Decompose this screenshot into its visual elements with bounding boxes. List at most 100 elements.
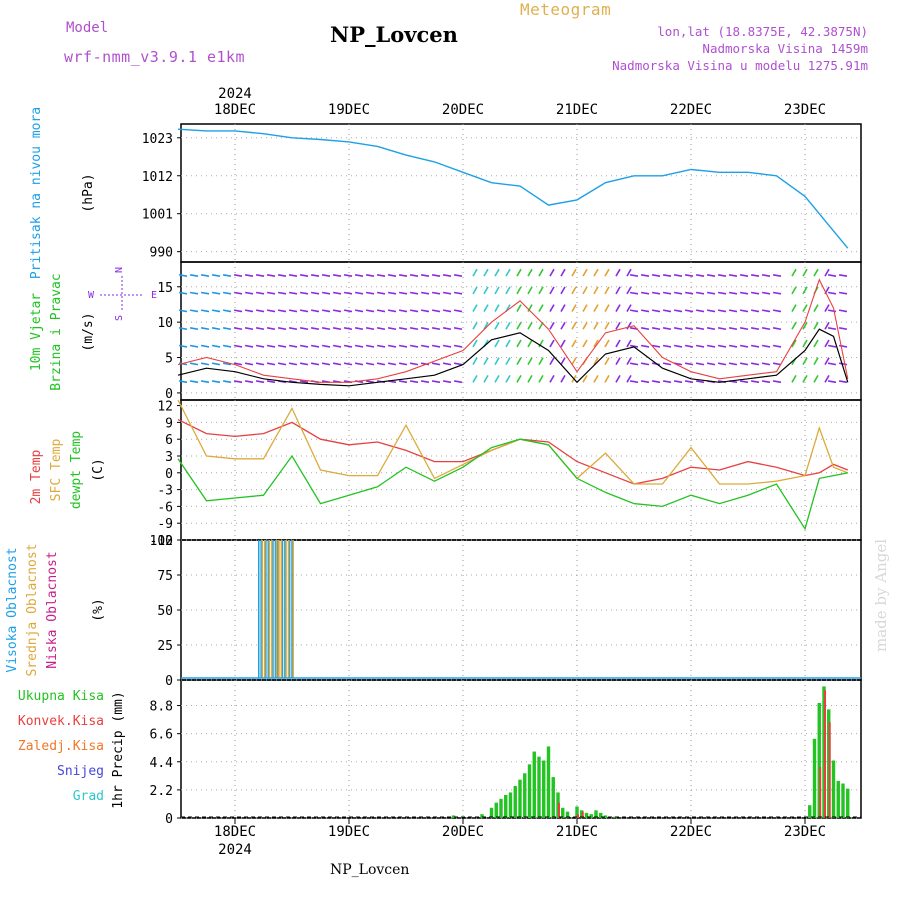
wind-speed-line [177, 328, 849, 387]
precip-bar-0-19 [575, 806, 579, 818]
wind-unit: (m/s) [81, 312, 96, 351]
precip-ytick-3: 2.2 [150, 784, 173, 799]
precip-ytick-4: 0 [165, 812, 173, 827]
meteogram-label: Meteogram [520, 0, 612, 19]
precip-legend-0: Ukupna Kisa [18, 689, 104, 704]
panel-frame-temperature [180, 399, 862, 541]
temp-line-0 [177, 419, 849, 485]
precip-bar-0-23 [594, 810, 598, 818]
cloud-ytick-2: 50 [157, 604, 173, 619]
precip-bar-0-6 [508, 792, 513, 818]
precip-legend-2: Zaledj.Kisa [18, 739, 104, 754]
precip-legend-4: Grad [73, 789, 104, 804]
precip-bar-0-8 [518, 779, 522, 818]
pressure-ytick-2: 1001 [142, 208, 173, 223]
bottom-date-label-3: 21DEC [556, 824, 598, 840]
panel-frame-pressure [180, 123, 862, 263]
temp-ytick-7: -9 [157, 517, 173, 532]
pressure-ytick-3: 990 [150, 246, 173, 261]
top-date-label-4: 22DEC [670, 102, 712, 118]
wind-title: 10m Vjetar [29, 293, 44, 371]
cloud-ytick-1: 75 [157, 569, 173, 584]
precip-bar-1-30 [824, 690, 826, 818]
model-label: Model [66, 20, 109, 36]
cloud-ytick-4: 0 [165, 674, 173, 689]
precip-bar-0-12 [537, 756, 541, 818]
wind-barbs [178, 268, 848, 384]
temp-ytick-6: -6 [157, 500, 173, 515]
precip-bar-0-33 [836, 780, 840, 818]
temp-unit: (C) [91, 458, 106, 481]
sfc-temp-label: SFC Temp [49, 439, 64, 502]
precip-bar-0-29 [817, 703, 821, 818]
pressure-ytick-0: 1023 [142, 132, 173, 147]
cloud-ytick-0: 100 [150, 534, 173, 549]
precip-bar-1-29 [819, 766, 822, 818]
credit-watermark: made by Angel [872, 538, 890, 652]
precip-bar-1-16 [558, 802, 560, 818]
precip-bar-0-28 [812, 738, 817, 818]
pressure-title: Pritisak na nivou mora [29, 107, 44, 279]
temp2m-label: 2m Temp [29, 449, 44, 504]
precip-bar-0-24 [599, 812, 603, 818]
cloud-unit: (%) [91, 598, 106, 621]
page-title: NP_Lovcen [330, 22, 458, 47]
precip-bar-0-3 [494, 802, 498, 818]
precip-axis-label: 1hr Precip (mm) [111, 691, 126, 808]
bottom-year-label: 2024 [218, 842, 252, 858]
mid-cloud-label: Srednja Oblacnost [25, 543, 40, 676]
temp-ytick-4: 0 [165, 467, 173, 482]
precip-ytick-2: 4.4 [150, 756, 174, 771]
temp-ytick-5: -3 [157, 484, 173, 499]
bottom-date-label-5: 23DEC [784, 824, 826, 840]
compass-west: W [88, 290, 95, 301]
precip-bar-0-13 [542, 760, 546, 818]
precip-bar-0-18 [565, 811, 570, 818]
precip-bar-1-19 [577, 814, 579, 818]
precip-bar-0-27 [808, 805, 812, 818]
wind-ytick-2: 5 [165, 352, 173, 367]
temp-line-2 [177, 438, 848, 531]
bottom-date-label-1: 19DEC [328, 824, 370, 840]
compass-south: S [114, 315, 125, 321]
precip-bar-0-2 [489, 807, 494, 818]
compass-north: N [114, 267, 125, 273]
precip-bar-0-22 [589, 814, 593, 818]
temp-ytick-3: 3 [165, 450, 173, 465]
precip-bar-1-31 [828, 722, 831, 818]
precip-bar-0-4 [499, 798, 503, 818]
dewpt-label: dewpt Temp [69, 431, 84, 509]
temp-ytick-0: 12 [157, 400, 173, 415]
precip-bar-0-25 [603, 815, 608, 818]
precip-bar-1-20 [581, 811, 584, 818]
high-cloud-label: Visoka Oblacnost [5, 547, 20, 672]
pressure-unit: (hPa) [81, 173, 96, 212]
elevation-text: Nadmorska Visina 1459m [702, 41, 868, 56]
panel-frame-wind [180, 261, 862, 401]
wind-gust-line [177, 278, 849, 383]
top-date-label-0: 18DEC [214, 102, 256, 118]
precip-bar-0-10 [527, 764, 532, 818]
footer-station-label: NP_Lovcen [330, 862, 410, 878]
wind-ytick-0: 15 [157, 281, 173, 296]
precip-bar-0-15 [551, 777, 555, 818]
precip-bar-0-21 [584, 812, 589, 818]
temp-line-1 [177, 399, 849, 485]
precip-bar-0-5 [504, 795, 508, 818]
precip-bar-0-7 [513, 786, 517, 818]
top-date-label-1: 19DEC [328, 102, 370, 118]
model-name: wrf-nmm_v3.9.1 e1km [64, 48, 246, 66]
precip-ytick-0: 8.8 [150, 700, 173, 715]
compass-east: E [151, 290, 157, 301]
precip-bar-0-32 [831, 760, 836, 818]
bottom-date-label-0: 18DEC [214, 824, 256, 840]
precip-bar-0-0 [451, 815, 456, 818]
coordinates-text: lon,lat (18.8375E, 42.3875N) [657, 24, 868, 39]
bottom-date-label-4: 22DEC [670, 824, 712, 840]
precip-bar-0-9 [523, 773, 527, 818]
precip-bar-0-14 [546, 746, 551, 818]
precip-legend-1: Konvek.Kisa [18, 714, 104, 729]
precip-bar-0-34 [841, 783, 845, 818]
precip-ytick-1: 6.6 [150, 728, 173, 743]
